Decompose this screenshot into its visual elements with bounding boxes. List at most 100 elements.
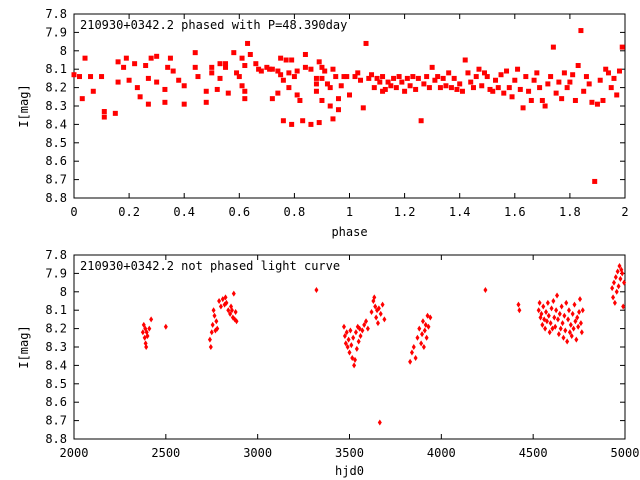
phased-data-point <box>115 79 121 85</box>
phased-x-tick-label: 1.6 <box>504 205 526 219</box>
unphased-data-point <box>620 270 625 277</box>
unphased-data-point <box>411 344 416 350</box>
unphased-data-point <box>218 303 223 310</box>
unphased-data-point <box>208 344 213 350</box>
unphased-data-point <box>558 325 563 332</box>
phased-points <box>71 28 625 184</box>
phased-data-point <box>275 90 281 96</box>
unphased-data-point <box>611 279 616 286</box>
unphased-data-point <box>548 320 553 327</box>
unphased-x-tick-label: 2500 <box>151 446 180 460</box>
phased-data-point <box>523 74 529 80</box>
unphased-data-point <box>576 323 581 330</box>
phased-data-point <box>437 85 443 91</box>
phased-data-point <box>594 101 600 107</box>
phased-data-point <box>253 61 259 67</box>
unphased-data-point <box>544 309 549 316</box>
phased-ticks: 0 0.2 0.4 0.6 0.8 1 1.2 1.4 1.6 1.8 2 7.8 7.9 8 8.1 8.2… <box>45 7 628 219</box>
phased-data-point <box>393 85 399 91</box>
phased-x-tick-label: 2 <box>621 205 628 219</box>
unphased-data-point <box>420 318 425 325</box>
phased-x-tick-label: 0.8 <box>284 205 306 219</box>
unphased-data-point <box>408 358 413 365</box>
phased-x-tick-label: 0.6 <box>228 205 250 219</box>
unphased-data-point <box>223 294 228 301</box>
unphased-data-point <box>229 307 234 314</box>
unphased-y-tick-label: 8.1 <box>45 303 67 317</box>
unphased-data-point <box>517 307 522 314</box>
phased-data-point <box>512 77 518 83</box>
phased-data-point <box>167 55 173 61</box>
unphased-data-point <box>547 329 552 336</box>
phased-data-point <box>267 66 273 72</box>
phased-data-point <box>223 61 229 67</box>
phased-data-point <box>520 105 526 111</box>
unphased-data-point <box>570 310 575 317</box>
unphased-x-tick-label: 5000 <box>611 446 640 460</box>
phased-data-point <box>239 83 245 89</box>
phased-data-point <box>448 85 454 91</box>
phased-data-point <box>316 120 322 126</box>
unphased-data-point <box>559 303 564 310</box>
unphased-data-point <box>579 329 584 336</box>
phased-data-point <box>335 96 341 102</box>
phased-data-point <box>391 75 397 81</box>
phased-data-point <box>297 97 303 103</box>
phased-data-point <box>462 57 468 63</box>
unphased-ticks: 2000 2500 3000 3500 4000 4500 5000 7.8 7.9 8 8.1 8.… <box>45 248 639 460</box>
unphased-data-point <box>163 323 168 330</box>
phased-data-point <box>399 79 405 85</box>
unphased-data-point <box>346 336 351 343</box>
unphased-points <box>140 263 627 426</box>
unphased-data-point <box>610 285 615 292</box>
unphased-data-point <box>374 314 379 321</box>
phased-data-point <box>603 66 609 72</box>
phased-data-point <box>440 75 446 81</box>
phased-data-point <box>611 75 617 81</box>
unphased-data-point <box>365 325 370 332</box>
phased-data-point <box>162 99 168 105</box>
phased-data-point <box>239 55 245 61</box>
unphased-data-point <box>616 283 621 290</box>
unphased-data-point <box>353 356 358 363</box>
phased-y-tick-label: 8.8 <box>45 191 67 205</box>
phased-data-point <box>154 79 160 85</box>
phased-data-point <box>583 74 589 80</box>
phased-data-point <box>377 79 383 85</box>
phased-data-point <box>313 88 319 94</box>
phased-data-point <box>614 92 620 98</box>
unphased-data-point <box>617 263 622 270</box>
unphased-data-point <box>342 332 347 339</box>
phased-data-point <box>454 86 460 92</box>
unphased-data-point <box>369 309 374 316</box>
phased-data-point <box>528 97 534 103</box>
phased-data-point <box>333 74 339 80</box>
unphased-data-point <box>516 301 521 308</box>
unphased-y-tick-label: 8.8 <box>45 432 67 446</box>
phased-data-point <box>534 70 540 76</box>
phased-data-point <box>526 88 532 94</box>
phased-data-point <box>542 103 548 109</box>
unphased-data-point <box>613 274 618 281</box>
phased-data-point <box>493 77 499 83</box>
phased-data-point <box>165 64 171 70</box>
phased-data-point <box>556 79 562 85</box>
phased-data-point <box>424 74 430 80</box>
phased-data-point <box>506 85 512 91</box>
phased-data-point <box>410 74 416 80</box>
phased-data-point <box>402 88 408 94</box>
phased-data-point <box>385 79 391 85</box>
phased-data-point <box>327 85 333 91</box>
phased-data-point <box>234 70 240 76</box>
phased-data-point <box>319 64 325 70</box>
phased-data-point <box>509 94 515 100</box>
unphased-data-point <box>573 318 578 325</box>
unphased-data-point <box>145 332 150 339</box>
unphased-data-point <box>571 325 576 332</box>
phased-data-point <box>501 90 507 96</box>
phased-x-tick-label: 1.8 <box>559 205 581 219</box>
phased-data-point <box>71 72 77 78</box>
phased-data-point <box>214 86 220 92</box>
unphased-data-point <box>409 349 414 356</box>
phased-data-point <box>605 70 611 76</box>
